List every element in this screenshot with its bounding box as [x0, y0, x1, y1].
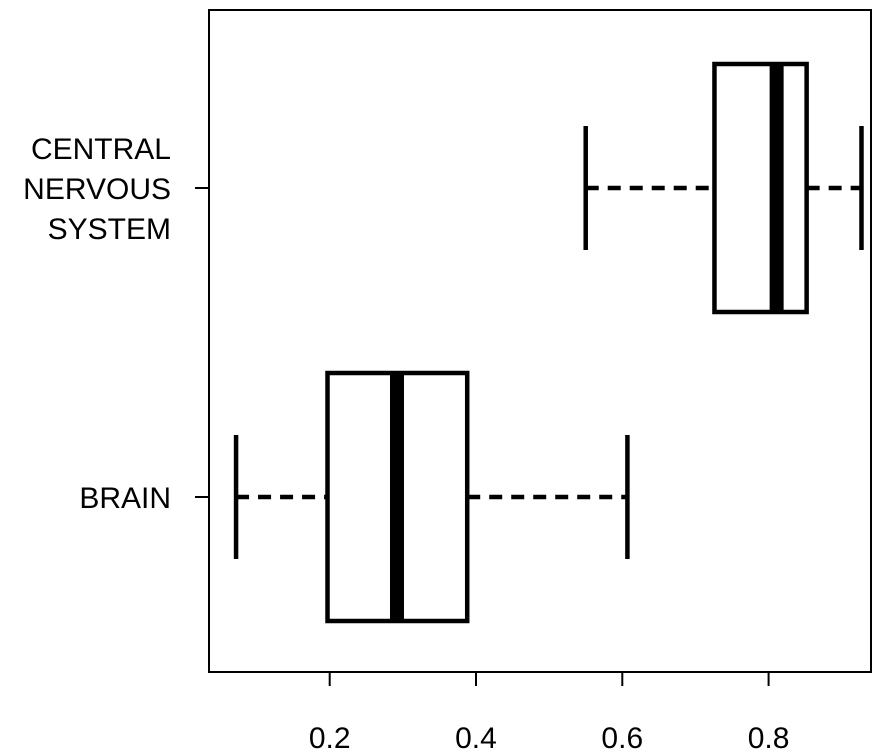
y-category-label: BRAIN: [79, 482, 171, 515]
x-tick-label: 0.6: [601, 722, 643, 753]
median-line: [389, 373, 404, 621]
plot-frame: [208, 9, 872, 673]
x-tick-label: 0.4: [455, 722, 497, 753]
x-tick-label: 0.8: [748, 722, 790, 753]
y-category-label: NERVOUS: [23, 173, 171, 206]
median-line: [769, 64, 784, 312]
y-category-label: CENTRAL: [31, 133, 171, 166]
box-iqr: [712, 61, 809, 315]
x-tick-label: 0.2: [309, 722, 351, 753]
y-category-label: SYSTEM: [48, 213, 171, 246]
